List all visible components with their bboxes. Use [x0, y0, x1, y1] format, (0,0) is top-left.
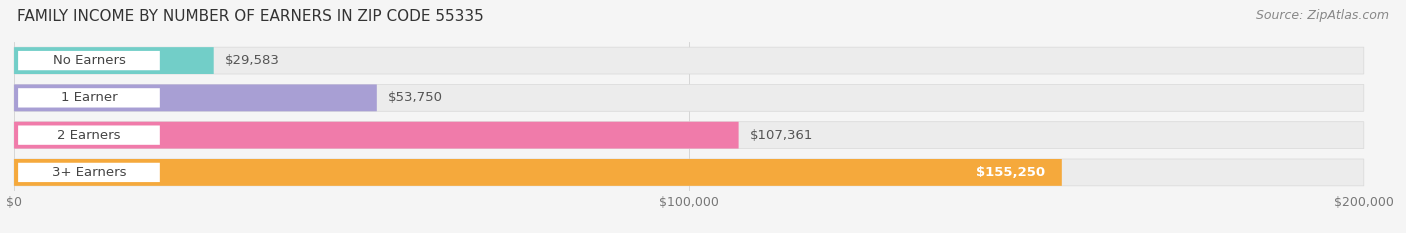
FancyBboxPatch shape	[14, 84, 377, 111]
Text: FAMILY INCOME BY NUMBER OF EARNERS IN ZIP CODE 55335: FAMILY INCOME BY NUMBER OF EARNERS IN ZI…	[17, 9, 484, 24]
Text: $155,250: $155,250	[977, 166, 1046, 179]
Text: $53,750: $53,750	[388, 91, 443, 104]
Text: 2 Earners: 2 Earners	[58, 129, 121, 142]
FancyBboxPatch shape	[18, 163, 160, 182]
FancyBboxPatch shape	[14, 159, 1062, 186]
Text: Source: ZipAtlas.com: Source: ZipAtlas.com	[1256, 9, 1389, 22]
FancyBboxPatch shape	[14, 159, 1364, 186]
FancyBboxPatch shape	[18, 51, 160, 70]
Text: No Earners: No Earners	[52, 54, 125, 67]
Text: $29,583: $29,583	[225, 54, 280, 67]
FancyBboxPatch shape	[14, 47, 214, 74]
FancyBboxPatch shape	[14, 47, 1364, 74]
Text: $107,361: $107,361	[749, 129, 813, 142]
Text: 3+ Earners: 3+ Earners	[52, 166, 127, 179]
FancyBboxPatch shape	[14, 122, 738, 149]
FancyBboxPatch shape	[14, 122, 1364, 149]
FancyBboxPatch shape	[14, 84, 1364, 111]
Text: 1 Earner: 1 Earner	[60, 91, 117, 104]
FancyBboxPatch shape	[18, 126, 160, 145]
FancyBboxPatch shape	[18, 88, 160, 107]
